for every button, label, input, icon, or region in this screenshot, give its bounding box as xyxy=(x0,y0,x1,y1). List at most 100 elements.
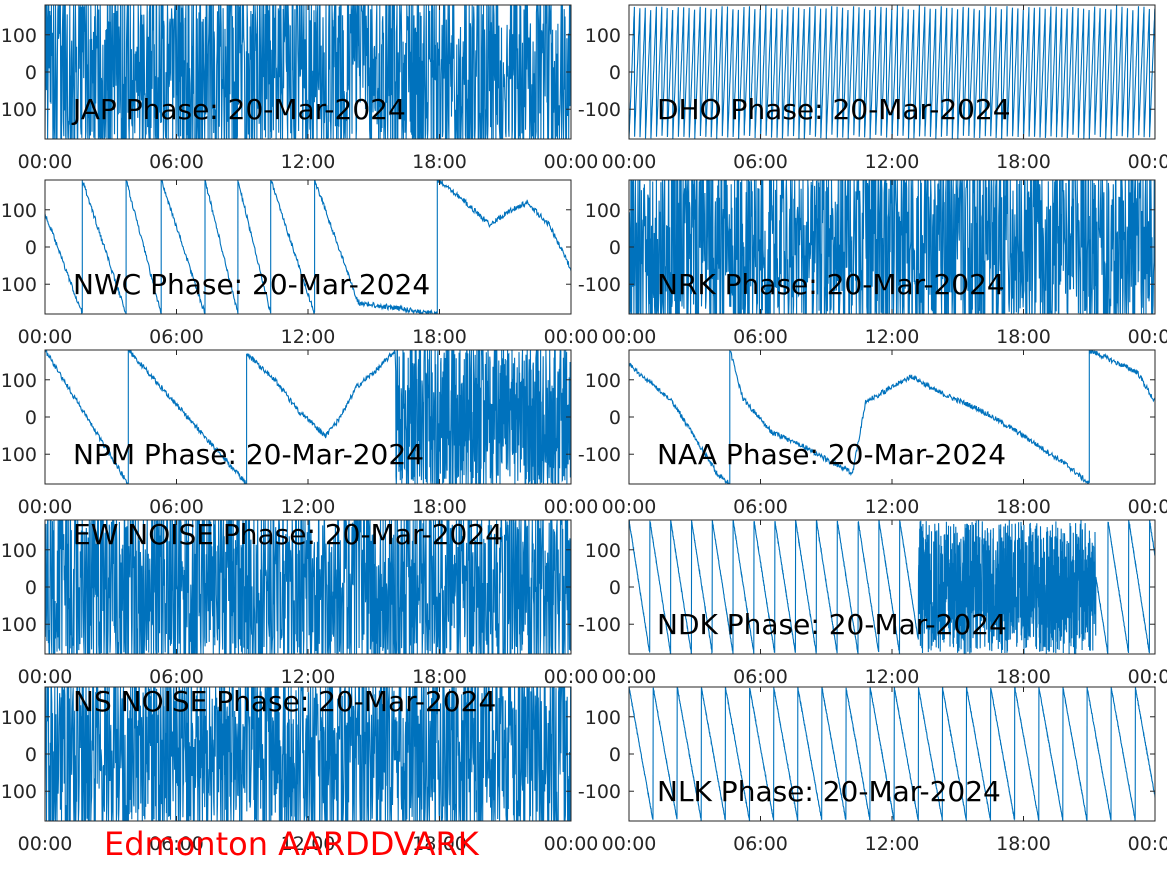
y-tick-label: 0 xyxy=(609,577,621,599)
subplot-4: 100 0 -100 00:00 06:00 12:00 18:00 00:00 NRK Pha… xyxy=(578,179,1167,348)
x-tick-label: 06:00 xyxy=(733,496,788,518)
y-tick-label: -100 xyxy=(578,274,621,296)
phase-series-line xyxy=(45,350,571,484)
x-tick-label: 00:00 xyxy=(544,833,599,855)
x-tick-label: 00:00 xyxy=(602,151,657,173)
x-tick-label: 18:00 xyxy=(996,666,1051,688)
phase-series-line xyxy=(629,520,1155,654)
subplot-10: 100 0 -100 00:00 06:00 12:00 18:00 00:00 NLK Pha… xyxy=(578,686,1167,855)
x-tick-label: 12:00 xyxy=(281,496,336,518)
x-tick-label: 00:00 xyxy=(18,666,73,688)
subplot-title: EW NOISE Phase: 20-Mar-2024 xyxy=(73,518,503,551)
y-tick-label: -100 xyxy=(578,614,621,636)
phase-series-line xyxy=(629,350,1155,484)
x-tick-label: 12:00 xyxy=(281,326,336,348)
subplot-title: NRK Phase: 20-Mar-2024 xyxy=(657,268,1005,301)
x-tick-label: 00:00 xyxy=(18,326,73,348)
subplot-title: NPM Phase: 20-Mar-2024 xyxy=(73,438,424,471)
y-tick-label: 100 xyxy=(585,25,621,47)
x-tick-label: 00:00 xyxy=(18,496,73,518)
x-tick-label: 00:00 xyxy=(544,666,599,688)
x-tick-label: 00:00 xyxy=(18,833,73,855)
y-tick-label: -100 xyxy=(578,99,621,121)
x-tick-label: 12:00 xyxy=(865,496,920,518)
phase-series-line xyxy=(629,5,1155,139)
y-tick-label: -100 xyxy=(578,781,621,803)
y-tick-label: 0 xyxy=(609,62,621,84)
x-tick-label: 00:00 xyxy=(602,833,657,855)
x-tick-label: 06:00 xyxy=(733,666,788,688)
x-tick-label: 12:00 xyxy=(865,326,920,348)
x-tick-label: 00:00 xyxy=(544,496,599,518)
y-tick-label: -100 xyxy=(0,781,37,803)
y-tick-label: -100 xyxy=(578,444,621,466)
y-tick-label: 100 xyxy=(585,370,621,392)
y-tick-label: 0 xyxy=(25,62,37,84)
x-tick-label: 06:00 xyxy=(149,151,204,173)
y-tick-label: -100 xyxy=(0,274,37,296)
y-tick-label: 0 xyxy=(25,237,37,259)
subplot-title: NWC Phase: 20-Mar-2024 xyxy=(73,268,430,301)
subplot-title: NLK Phase: 20-Mar-2024 xyxy=(657,775,1001,808)
x-tick-label: 00:00 xyxy=(602,496,657,518)
footer-title: Edmonton AARDDVARK xyxy=(104,825,479,863)
y-tick-label: 0 xyxy=(25,744,37,766)
phase-series-line xyxy=(629,180,1155,314)
x-tick-label: 06:00 xyxy=(149,666,204,688)
x-tick-label: 18:00 xyxy=(412,151,467,173)
x-tick-label: 18:00 xyxy=(996,326,1051,348)
y-tick-label: -100 xyxy=(0,444,37,466)
subplot-title: DHO Phase: 20-Mar-2024 xyxy=(657,93,1011,126)
x-tick-label: 00:00 xyxy=(602,666,657,688)
x-tick-label: 18:00 xyxy=(412,833,467,855)
y-tick-label: 0 xyxy=(25,407,37,429)
x-tick-label: 18:00 xyxy=(996,496,1051,518)
x-tick-label: 06:00 xyxy=(149,496,204,518)
plot-area xyxy=(629,350,1155,484)
x-tick-label: 12:00 xyxy=(865,666,920,688)
subplot-5: 100 0 -100 00:00 06:00 12:00 18:00 00:00 NPM Pha… xyxy=(0,349,599,518)
subplot-title: NAA Phase: 20-Mar-2024 xyxy=(657,438,1006,471)
subplot-9: 100 0 -100 00:00 06:00 12:00 18:00 00:00 NS NOIS… xyxy=(0,685,598,855)
y-tick-label: -100 xyxy=(0,99,37,121)
subplot-1: 100 0 -100 00:00 06:00 12:00 18:00 00:00 JAP Pha… xyxy=(0,4,599,173)
subplot-6: 100 0 -100 00:00 06:00 12:00 18:00 00:00 NAA Pha… xyxy=(578,349,1167,518)
x-tick-label: 06:00 xyxy=(149,326,204,348)
x-tick-label: 18:00 xyxy=(412,326,467,348)
y-tick-label: 0 xyxy=(609,407,621,429)
y-tick-label: 100 xyxy=(1,707,37,729)
x-tick-label: 00:00 xyxy=(544,151,599,173)
x-tick-label: 06:00 xyxy=(733,833,788,855)
phase-series-line xyxy=(45,5,571,139)
y-tick-label: 100 xyxy=(585,540,621,562)
x-tick-label: 12:00 xyxy=(865,833,920,855)
phase-series-line xyxy=(45,687,571,821)
x-tick-label: 00:00 xyxy=(1128,666,1167,688)
y-tick-label: -100 xyxy=(0,614,37,636)
x-tick-label: 00:00 xyxy=(1128,496,1167,518)
x-tick-label: 06:00 xyxy=(733,326,788,348)
x-tick-label: 00:00 xyxy=(602,326,657,348)
subplot-3: 100 0 -100 00:00 06:00 12:00 18:00 00:00 NWC Pha… xyxy=(0,179,598,348)
y-tick-label: 0 xyxy=(609,237,621,259)
y-tick-label: 100 xyxy=(1,25,37,47)
x-tick-label: 12:00 xyxy=(281,833,336,855)
subplot-title: JAP Phase: 20-Mar-2024 xyxy=(71,93,406,126)
x-tick-label: 12:00 xyxy=(865,151,920,173)
y-tick-label: 100 xyxy=(585,200,621,222)
subplot-2: 100 0 -100 00:00 06:00 12:00 18:00 00:00 DHO Pha… xyxy=(578,4,1167,173)
x-tick-label: 18:00 xyxy=(996,151,1051,173)
y-tick-label: 100 xyxy=(1,370,37,392)
x-tick-label: 18:00 xyxy=(412,666,467,688)
y-tick-label: 100 xyxy=(1,540,37,562)
x-tick-label: 00:00 xyxy=(1128,326,1167,348)
y-tick-label: 0 xyxy=(609,744,621,766)
x-tick-label: 00:00 xyxy=(18,151,73,173)
x-tick-label: 00:00 xyxy=(1128,151,1167,173)
phase-series-line xyxy=(629,687,1155,821)
x-tick-label: 00:00 xyxy=(1128,833,1167,855)
x-tick-label: 18:00 xyxy=(412,496,467,518)
x-tick-label: 18:00 xyxy=(996,833,1051,855)
y-tick-label: 100 xyxy=(585,707,621,729)
